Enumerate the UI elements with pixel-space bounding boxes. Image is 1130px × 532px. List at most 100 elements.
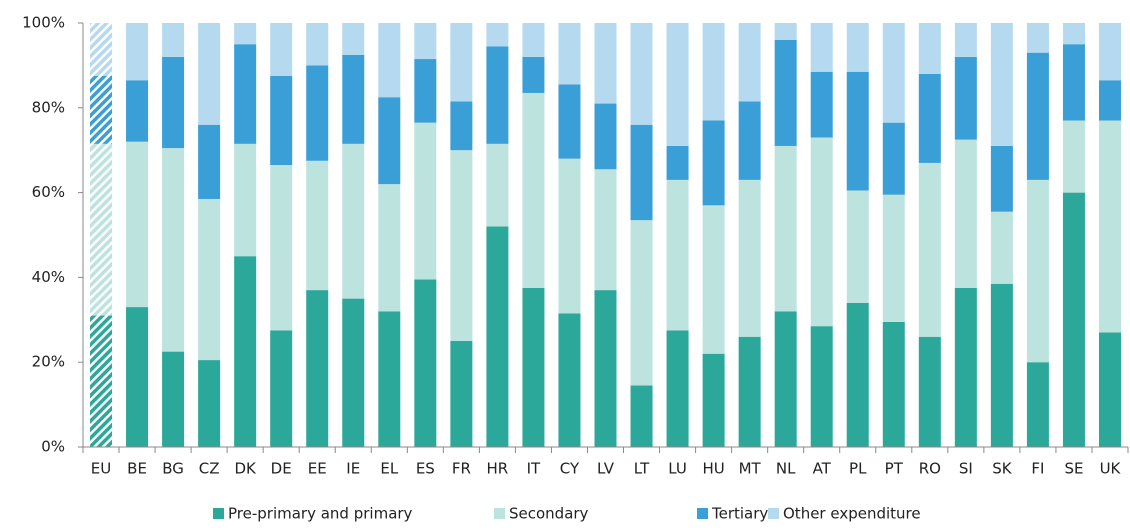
bar-segment xyxy=(630,124,653,221)
bar-segment xyxy=(306,65,329,161)
x-tick-label: EL xyxy=(380,460,398,478)
bar-segment xyxy=(522,56,545,93)
bar-segment xyxy=(234,44,257,144)
x-tick-label: CY xyxy=(560,460,580,478)
bar-segment xyxy=(666,145,689,180)
bar-segment xyxy=(1098,332,1121,447)
bar-segment xyxy=(990,23,1013,146)
legend-label: Other expenditure xyxy=(783,505,921,523)
bar-segment xyxy=(594,23,617,104)
bar-segment xyxy=(666,23,689,146)
bar-segment xyxy=(522,288,545,447)
legend-swatch xyxy=(697,508,708,519)
bar-segment xyxy=(954,288,977,447)
bar-segment xyxy=(702,353,725,447)
bar-segment xyxy=(450,150,473,341)
bar-segment xyxy=(594,103,617,170)
bar-segment xyxy=(1026,23,1049,53)
bar-segment xyxy=(234,23,257,45)
bar-segment xyxy=(666,330,689,447)
bar-segment xyxy=(378,184,401,312)
bar-segment xyxy=(630,23,653,125)
x-tick-label: IT xyxy=(527,460,541,478)
y-tick-label: 100% xyxy=(22,14,65,32)
bar-segment xyxy=(738,336,761,447)
bar-segment xyxy=(198,23,221,125)
bar-segment xyxy=(774,145,797,312)
bar-segment xyxy=(990,145,1013,212)
bar-segment xyxy=(846,71,869,191)
x-tick-label: LU xyxy=(668,460,687,478)
x-tick-label: MT xyxy=(739,460,762,478)
x-tick-label: CZ xyxy=(199,460,220,478)
bar-segment xyxy=(630,220,653,386)
legend-label: Tertiary xyxy=(711,505,768,523)
bar-segment xyxy=(342,23,365,55)
bar-segment xyxy=(342,298,365,447)
bar-segment xyxy=(558,84,581,159)
bar-segment xyxy=(450,341,473,447)
bar-segment xyxy=(90,23,113,76)
bar-segment xyxy=(954,23,977,57)
bar-segment xyxy=(846,23,869,72)
bar-segment xyxy=(918,336,941,447)
bar-segment xyxy=(162,23,185,57)
x-tick-label: PT xyxy=(885,460,904,478)
bar-segment xyxy=(918,73,941,163)
y-tick-label: 60% xyxy=(32,183,65,201)
bar-segment xyxy=(378,23,401,98)
bar-segment xyxy=(990,211,1013,284)
bar-segment xyxy=(306,23,329,66)
bar-segment xyxy=(378,311,401,447)
bar-segment xyxy=(270,330,293,447)
bar-segment xyxy=(414,23,437,60)
bar-segment xyxy=(198,360,221,447)
legend-swatch xyxy=(213,508,224,519)
bar-segment xyxy=(738,101,761,180)
bar-segment xyxy=(198,198,221,361)
x-tick-label: NL xyxy=(776,460,796,478)
x-tick-label: LT xyxy=(634,460,650,478)
bar-segment xyxy=(450,101,473,151)
bar-segment xyxy=(1026,362,1049,447)
x-tick-label: LV xyxy=(597,460,615,478)
bar-segment xyxy=(810,23,833,72)
x-tick-label: PL xyxy=(849,460,867,478)
bar-segment xyxy=(702,23,725,121)
bar-segment xyxy=(1062,44,1085,121)
bar-segment xyxy=(126,307,149,447)
bar-segment xyxy=(270,165,293,331)
bar-segment xyxy=(126,23,149,81)
legend-label: Pre-primary and primary xyxy=(228,505,413,523)
bar-segment xyxy=(486,226,509,447)
bar-segment xyxy=(126,80,149,142)
x-tick-label: IE xyxy=(346,460,360,478)
bar-segment xyxy=(342,143,365,299)
bar-segment xyxy=(594,169,617,291)
x-tick-label: HR xyxy=(487,460,509,478)
y-tick-label: 0% xyxy=(41,438,65,456)
bar-segment xyxy=(486,46,509,144)
bar-segment xyxy=(1062,120,1085,193)
x-tick-label: EE xyxy=(308,460,327,478)
bar-segment xyxy=(846,302,869,447)
x-tick-label: SI xyxy=(959,460,973,478)
bar-segment xyxy=(558,313,581,447)
bar-segment xyxy=(486,143,509,227)
x-tick-label: FR xyxy=(452,460,471,478)
bar-segment xyxy=(342,54,365,144)
x-tick-label: AT xyxy=(813,460,832,478)
bar-segment xyxy=(1026,179,1049,363)
bar-segment xyxy=(702,120,725,206)
bar-segment xyxy=(918,162,941,337)
bar-segment xyxy=(270,76,293,166)
bar-segment xyxy=(90,143,113,316)
bar-segment xyxy=(306,290,329,447)
x-tick-label: FI xyxy=(1031,460,1044,478)
bar-segment xyxy=(126,141,149,308)
x-tick-label: SK xyxy=(992,460,1013,478)
x-tick-label: EU xyxy=(91,460,111,478)
bar-segment xyxy=(198,124,221,199)
bar-segment xyxy=(594,290,617,447)
